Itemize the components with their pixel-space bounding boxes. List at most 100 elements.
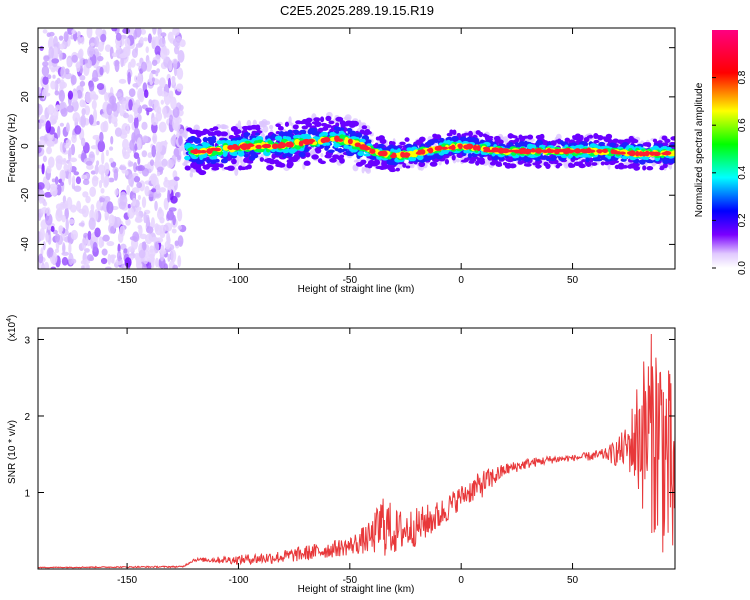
noise-cell — [133, 116, 139, 129]
ridge-cell — [354, 142, 361, 147]
ridge-cell — [284, 121, 290, 127]
ridge-cell — [627, 151, 634, 155]
spectrogram-x-tick-label: 0 — [458, 275, 464, 286]
snr-x-tick-label: -100 — [228, 575, 248, 586]
noise-cell — [160, 91, 168, 97]
noise-cell — [57, 125, 61, 138]
noise-cell — [51, 178, 56, 183]
noise-cell — [41, 65, 50, 77]
noise-cell — [150, 69, 157, 75]
noise-cell — [135, 165, 143, 171]
noise-cell — [38, 139, 46, 149]
noise-cell — [139, 36, 144, 44]
ridge-cell — [184, 165, 191, 171]
noise-cell — [151, 36, 157, 50]
ridge-cell — [476, 145, 481, 151]
ridge-cell — [321, 132, 329, 137]
noise-cell — [88, 114, 94, 126]
noise-cell — [150, 217, 155, 229]
ridge-cell — [199, 130, 208, 136]
noise-cell — [110, 161, 117, 168]
ridge-cell — [642, 165, 647, 171]
ridge-cell — [527, 134, 534, 140]
noise-cell — [115, 42, 121, 50]
noise-cell — [123, 248, 128, 254]
ridge-cell — [476, 157, 485, 163]
noise-cell — [52, 46, 59, 58]
ridge-cell — [596, 149, 604, 153]
ridge-cell — [472, 144, 478, 151]
noise-cell — [38, 182, 45, 190]
noise-cell — [90, 42, 95, 47]
noise-cell — [53, 107, 59, 119]
noise-cell — [87, 230, 92, 241]
colorbar: 0.0 0.2 0.4 0.6 0.8 Normalized spectral ampl… — [694, 30, 748, 275]
noise-cell — [177, 208, 183, 222]
noise-cell — [152, 132, 158, 145]
ridge-cell — [302, 138, 311, 145]
ridge-halo-cell — [456, 158, 460, 163]
ridge-halo-cell — [259, 121, 267, 128]
noise-cell — [155, 237, 164, 243]
ridge-cell — [646, 159, 655, 164]
noise-cell — [39, 115, 47, 127]
noise-cell — [65, 139, 72, 147]
noise-cell — [145, 46, 149, 54]
noise-cell — [175, 117, 179, 131]
noise-cell — [65, 122, 70, 133]
ridge-halo-cell — [189, 171, 194, 178]
noise-cell — [106, 201, 114, 214]
ridge-cell — [613, 160, 620, 164]
noise-cell — [135, 211, 140, 217]
noise-cell — [86, 28, 93, 39]
noise-cell — [49, 186, 58, 197]
noise-cell — [108, 157, 114, 163]
noise-cell — [46, 146, 52, 155]
noise-cell — [61, 214, 67, 223]
noise-cell — [38, 122, 42, 130]
noise-cell — [96, 83, 105, 90]
noise-cell — [145, 226, 154, 234]
noise-cell — [177, 235, 184, 247]
ridge-cell — [213, 162, 221, 168]
ridge-cell — [434, 145, 441, 151]
ridge-cell — [417, 149, 425, 155]
noise-cell — [45, 120, 52, 134]
ridge-cell — [243, 132, 251, 137]
colorbar-tick-label: 0.6 — [737, 118, 748, 132]
noise-cell — [105, 149, 109, 157]
spectrogram-x-tick-label: -50 — [343, 275, 358, 286]
noise-cell — [92, 134, 100, 141]
noise-cell — [163, 56, 171, 68]
ridge-cell — [618, 165, 625, 170]
ridge-cell — [222, 144, 230, 151]
noise-cell — [158, 121, 167, 133]
ridge-cell — [467, 130, 473, 137]
ridge-cell — [213, 147, 222, 152]
noise-cell — [50, 112, 54, 122]
ridge-cell — [613, 138, 619, 143]
noise-cell — [145, 60, 153, 72]
noise-cell — [42, 201, 48, 207]
noise-cell — [122, 112, 129, 119]
ridge-halo-cell — [361, 166, 365, 174]
ridge-cell — [390, 141, 396, 146]
ridge-cell — [530, 144, 537, 150]
noise-cell — [127, 207, 135, 219]
ridge-cell — [246, 164, 252, 170]
noise-cell — [124, 37, 131, 49]
ridge-cell — [191, 159, 197, 163]
noise-cell — [113, 168, 119, 181]
noise-cell — [131, 187, 140, 194]
noise-cell — [143, 89, 149, 99]
noise-cell — [155, 70, 159, 77]
ridge-cell — [327, 149, 335, 154]
noise-cell — [81, 107, 86, 116]
noise-cell — [84, 105, 91, 116]
noise-cell — [137, 194, 142, 201]
ridge-cell — [598, 141, 606, 146]
ridge-cell — [405, 152, 411, 157]
ridge-cell — [346, 152, 354, 157]
noise-cell — [39, 227, 46, 241]
noise-cell — [54, 233, 61, 243]
